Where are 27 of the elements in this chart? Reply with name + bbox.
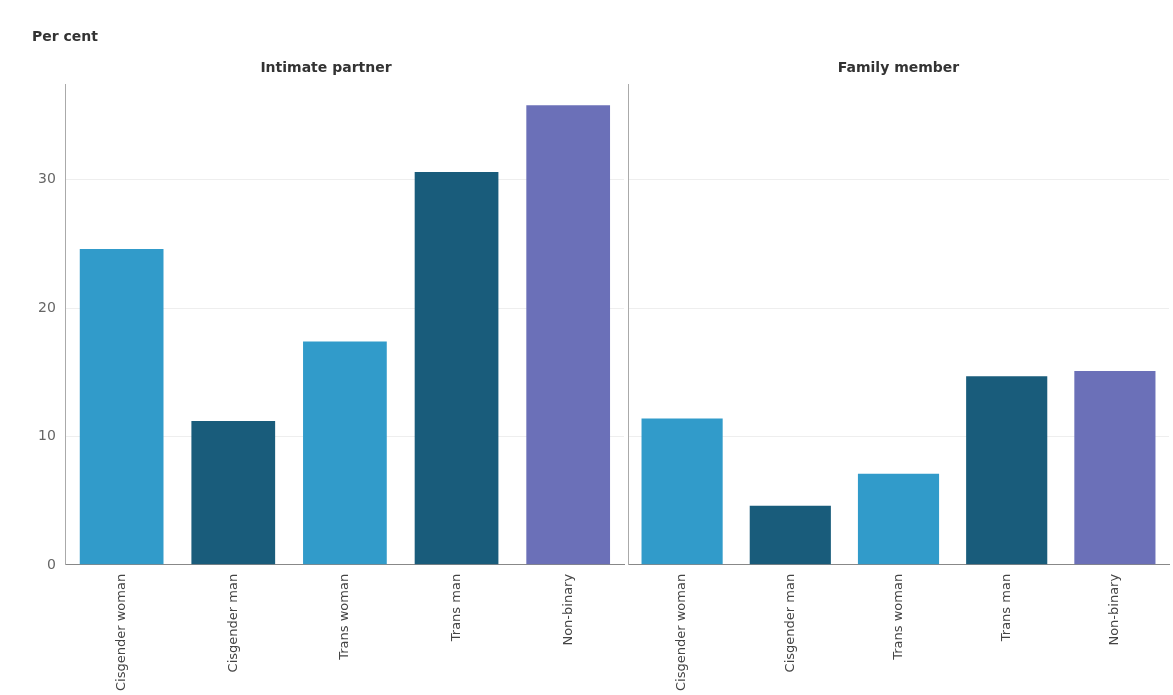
y-axis-title: Per cent [32,28,98,44]
bar [414,172,499,565]
x-tick-label: Non-binary [1106,573,1122,646]
bar [526,105,611,565]
y-tick-label: 30 [37,170,56,187]
bar [303,341,387,565]
bar [641,418,723,565]
x-tick-label: Trans man [447,573,463,643]
x-tick-label: Non-binary [559,573,575,646]
x-tick-label: Trans woman [336,573,352,661]
chart-title: Intimate partner [260,59,392,76]
y-tick-label: 20 [37,298,56,315]
x-tick-label: Cisgender woman [113,573,129,692]
y-tick-label: 0 [46,555,56,572]
x-tick-label: Cisgender man [781,573,797,673]
bar [191,421,276,565]
bar [966,376,1048,565]
bar [857,473,940,565]
x-tick-label: Cisgender man [224,573,240,673]
x-tick-label: Trans man [998,573,1014,643]
chart-title: Family member [837,59,960,76]
x-tick-label: Trans woman [889,573,905,661]
bar [749,505,831,565]
bar [79,249,164,565]
x-tick-label: Cisgender woman [673,573,689,692]
y-tick-label: 10 [37,427,56,444]
bar [1074,371,1156,565]
